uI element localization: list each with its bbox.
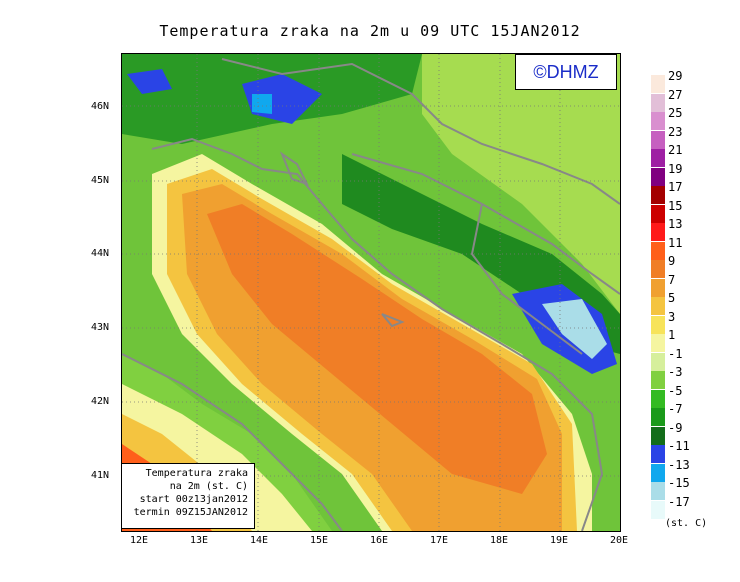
legend-label: -17	[668, 494, 690, 509]
legend-swatch	[651, 167, 665, 186]
legend-swatch	[651, 297, 665, 315]
lon-label-13e: 13E	[190, 535, 209, 546]
dhmz-logo: ©DHMZ	[515, 54, 617, 90]
legend-label: -11	[668, 439, 690, 453]
lon-label-12e: 12E	[130, 535, 149, 546]
map-canvas	[122, 54, 620, 531]
legend-label: 21	[668, 143, 683, 157]
map-title: Temperatura zraka na 2m u 09 UTC 15JAN20…	[159, 22, 581, 40]
legend-label: -7	[668, 402, 683, 416]
legend-label: 25	[668, 106, 683, 120]
legend-label: 29	[668, 69, 683, 83]
legend-label: 11	[668, 235, 683, 250]
legend-swatch	[651, 371, 665, 389]
legend-swatch	[651, 75, 665, 93]
legend-label: 5	[668, 291, 676, 305]
lon-label-19e: 19E	[550, 535, 569, 546]
temperature-map	[121, 53, 621, 532]
info-line-2: na 2m (st. C)	[169, 481, 248, 492]
legend-swatch	[651, 260, 665, 278]
lon-label-18e: 18E	[490, 535, 509, 546]
legend-label: 17	[668, 180, 683, 194]
legend-swatch	[651, 389, 665, 408]
lat-label-43n: 43N	[91, 322, 110, 333]
info-line-1: Temperatura zraka	[145, 468, 248, 479]
legend-swatch	[651, 278, 665, 297]
lat-label-42n: 42N	[91, 396, 110, 407]
legend-swatch	[651, 186, 665, 204]
legend-label: 9	[668, 254, 676, 268]
legend-swatch	[651, 130, 665, 149]
lon-label-17e: 17E	[430, 535, 449, 546]
legend-swatch	[651, 112, 665, 130]
legend-swatch	[651, 408, 665, 426]
legend-swatch	[651, 93, 665, 112]
legend-label: 3	[668, 309, 676, 324]
lat-label-46n: 46N	[91, 101, 110, 112]
legend-label: -9	[668, 420, 683, 435]
info-line-4: termin 09Z15JAN2012	[133, 507, 248, 518]
legend-swatch	[651, 352, 665, 371]
lat-label-45n: 45N	[91, 175, 110, 186]
legend-label: 23	[668, 124, 683, 139]
legend-swatch	[651, 426, 665, 445]
lon-label-14e: 14E	[250, 535, 269, 546]
lon-label-16e: 16E	[370, 535, 389, 546]
lon-label-20e: 20E	[610, 535, 629, 546]
legend-swatch	[651, 241, 665, 260]
legend-swatch	[651, 204, 665, 223]
legend-label: -13	[668, 457, 690, 472]
legend-label: -5	[668, 383, 683, 398]
lon-label-15e: 15E	[310, 535, 329, 546]
info-box: Temperatura zraka na 2m (st. C) start 00…	[121, 463, 255, 529]
legend-swatch	[651, 500, 665, 519]
legend-label: -15	[668, 476, 690, 490]
legend-label: 27	[668, 87, 683, 102]
legend-label: 19	[668, 161, 683, 176]
legend-label: 13	[668, 217, 683, 231]
legend-label: -1	[668, 346, 683, 361]
legend-swatch	[651, 149, 665, 167]
lat-label-41n: 41N	[91, 470, 110, 481]
legend-label: -3	[668, 365, 683, 379]
legend-swatch	[651, 223, 665, 241]
legend-label: 1	[668, 328, 676, 342]
legend-swatch	[651, 334, 665, 352]
legend-swatch	[651, 315, 665, 334]
info-line-3: start 00z13jan2012	[139, 494, 248, 505]
legend-swatch	[651, 445, 665, 463]
legend-label: 7	[668, 272, 676, 287]
legend-swatch	[651, 482, 665, 500]
lat-label-44n: 44N	[91, 248, 110, 259]
legend-label: 15	[668, 198, 683, 213]
legend-swatch	[651, 463, 665, 482]
legend-units: (st. C)	[665, 518, 708, 529]
